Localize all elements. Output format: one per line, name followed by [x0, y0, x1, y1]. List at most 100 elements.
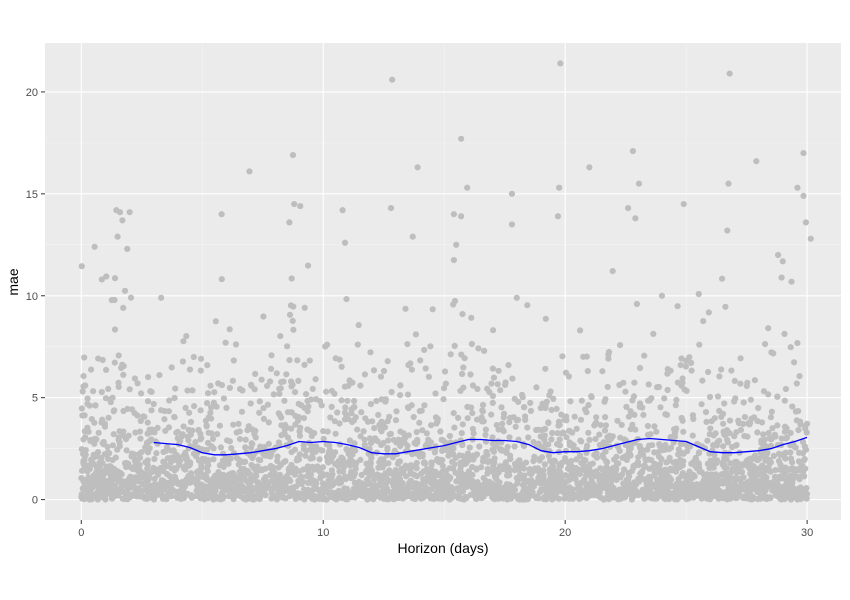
scatter-point: [490, 327, 497, 334]
scatter-point: [190, 450, 197, 457]
x-tick-label: 20: [559, 527, 571, 539]
scatter-point: [777, 452, 784, 459]
x-axis-title: Horizon (days): [397, 540, 488, 556]
scatter-point: [613, 488, 620, 495]
scatter-point: [94, 453, 101, 460]
scatter-point: [154, 424, 161, 431]
scatter-point: [283, 371, 290, 378]
scatter-point: [732, 395, 739, 402]
scatter-point: [540, 471, 547, 479]
scatter-point: [689, 481, 696, 488]
scatter-point: [231, 475, 238, 482]
scatter-point: [238, 408, 246, 415]
scatter-point: [397, 392, 404, 399]
scatter-point: [120, 371, 127, 378]
scatter-point: [101, 423, 109, 430]
scatter-point: [406, 493, 413, 500]
scatter-point: [610, 464, 617, 472]
scatter-point: [594, 491, 602, 498]
scatter-point: [357, 456, 364, 463]
scatter-point: [236, 457, 243, 464]
scatter-point: [629, 421, 636, 428]
scatter-point: [778, 274, 785, 281]
scatter-outlier-point: [116, 209, 124, 216]
scatter-point: [405, 362, 412, 369]
scatter-point: [646, 473, 653, 480]
scatter-point: [483, 448, 490, 456]
scatter-point: [244, 427, 251, 434]
scatter-point: [469, 410, 476, 417]
scatter-point: [249, 496, 256, 503]
scatter-point: [442, 439, 449, 446]
scatter-point: [720, 477, 727, 484]
scatter-point: [524, 424, 531, 431]
scatter-point: [568, 458, 575, 465]
scatter-point: [506, 434, 513, 441]
scatter-outlier-point: [658, 292, 666, 299]
scatter-point: [217, 444, 224, 451]
scatter-point: [320, 428, 327, 435]
scatter-point: [650, 472, 658, 479]
scatter-point: [491, 459, 498, 466]
scatter-point: [469, 425, 476, 433]
scatter-point: [459, 421, 466, 428]
scatter-point: [511, 467, 518, 474]
scatter-point: [264, 481, 271, 488]
scatter-point: [367, 349, 374, 356]
y-tick-label: 15: [26, 189, 38, 201]
scatter-point: [341, 383, 348, 390]
scatter-point: [188, 494, 195, 501]
scatter-point: [226, 326, 233, 333]
scatter-point: [451, 424, 458, 431]
scatter-point: [449, 487, 456, 494]
scatter-point: [777, 493, 784, 500]
scatter-point: [758, 462, 766, 469]
scatter-point: [309, 385, 316, 392]
scatter-point: [277, 412, 284, 419]
scatter-outlier-point: [450, 211, 457, 218]
scatter-point: [645, 381, 652, 388]
scatter-point: [672, 402, 679, 409]
scatter-point: [226, 384, 233, 391]
scatter-point: [755, 489, 762, 496]
scatter-point: [458, 430, 465, 437]
scatter-point: [403, 473, 410, 480]
scatter-point: [191, 403, 198, 410]
scatter-point: [768, 408, 776, 415]
scatter-point: [451, 342, 458, 349]
scatter-point: [301, 304, 308, 311]
scatter-point: [732, 460, 739, 467]
scatter-point: [209, 435, 217, 442]
scatter-point: [524, 302, 531, 309]
scatter-outlier-point: [286, 219, 293, 226]
scatter-point: [489, 365, 496, 372]
y-tick-label: 0: [32, 495, 38, 507]
scatter-point: [368, 471, 376, 478]
scatter-point: [421, 346, 428, 353]
scatter-point: [507, 455, 514, 463]
scatter-point: [748, 493, 755, 500]
scatter-point: [428, 467, 435, 474]
scatter-point: [166, 397, 173, 404]
scatter-point: [312, 448, 319, 455]
scatter-point: [495, 367, 502, 374]
scatter-point: [147, 491, 154, 498]
scatter-point: [256, 409, 263, 416]
scatter-point: [703, 418, 710, 425]
scatter-point: [167, 484, 174, 491]
scatter-point: [738, 475, 745, 482]
scatter-point: [484, 470, 491, 477]
scatter-point: [641, 463, 648, 470]
scatter-point: [740, 494, 747, 502]
scatter-outlier-point: [586, 164, 593, 171]
scatter-point: [549, 429, 556, 437]
scatter-point: [142, 479, 149, 486]
scatter-point: [173, 429, 180, 436]
scatter-point: [567, 490, 574, 497]
scatter-point: [111, 326, 119, 333]
scatter-point: [427, 439, 434, 446]
scatter-point: [755, 404, 762, 412]
scatter-point: [569, 429, 576, 436]
scatter-point: [248, 478, 255, 485]
scatter-point: [268, 365, 275, 372]
